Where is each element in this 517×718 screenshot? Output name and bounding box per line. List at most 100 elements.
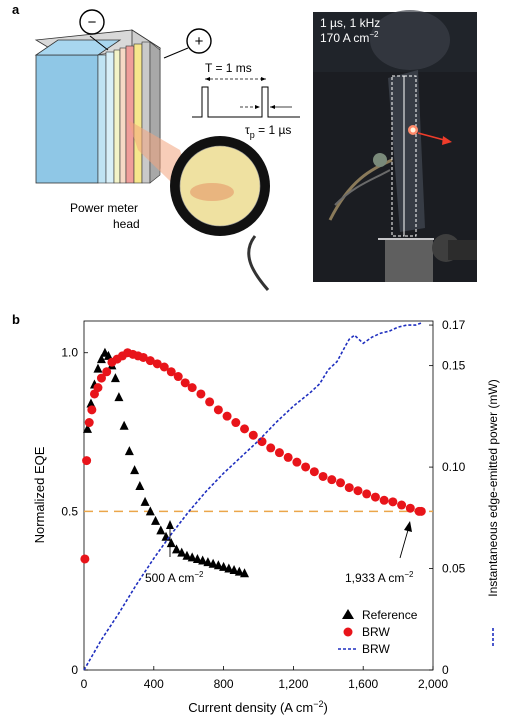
brw-eqe-point [231, 418, 241, 428]
annotation-1933-arrowhead [404, 521, 412, 532]
reference-point [240, 568, 250, 578]
annotation-1933-sup: −2 [404, 570, 414, 579]
brw-eqe-point [152, 359, 162, 369]
brw-eqe-point [248, 430, 258, 440]
y-tick-label: 0.5 [61, 504, 78, 518]
tau-symbol: τ [245, 123, 250, 137]
legend-brw-eqe-label: BRW [362, 625, 390, 639]
annotation-500: 500 A cm−2 [145, 520, 204, 585]
brw-eqe-point [327, 475, 337, 485]
annotation-1933-text: 1,933 A cm−2 [345, 570, 414, 585]
brw-eqe-point [318, 471, 328, 481]
reference-point [203, 557, 213, 567]
reference-point [96, 354, 106, 364]
y2-tick-label: 0.15 [442, 359, 466, 373]
brw-eqe-point [138, 352, 148, 362]
panel-b-label: b [12, 312, 20, 327]
reference-point [213, 560, 223, 570]
brw-eqe-point [344, 483, 354, 493]
pulse-train: T = 1 ms τp = 1 µs [192, 61, 300, 140]
brw-eqe-point [173, 372, 183, 382]
x-tick-label: 400 [144, 677, 164, 691]
device-schematic [34, 29, 200, 210]
brw-eqe-point [196, 389, 206, 399]
plus-symbol: + [195, 33, 204, 50]
reference-point [130, 465, 140, 475]
reference-point [110, 373, 120, 383]
power-meter-head: Power meter head [70, 136, 270, 291]
reference-point [93, 363, 103, 373]
power-curve [83, 322, 422, 671]
reference-point [219, 561, 229, 571]
photo-condition-line2: 170 A cm−2 [320, 30, 379, 45]
legend-brw-power-label: BRW [362, 642, 390, 656]
brw-eqe-point [266, 443, 276, 453]
y-axis-ticks: 0 0.5 1.0 [61, 346, 88, 677]
y2-tick-label: 0.17 [442, 318, 466, 332]
brw-eqe-point [205, 397, 215, 407]
minus-symbol: − [88, 14, 97, 31]
brw-eqe-point [397, 500, 407, 510]
brw-eqe-point [309, 467, 319, 477]
brw-eqe-point [222, 411, 232, 421]
legend-reference-label: Reference [362, 608, 418, 622]
y-tick-label: 1.0 [61, 346, 78, 360]
y2-axis-label: Instantaneous edge-emitted power (mW) [486, 379, 500, 596]
reference-point [119, 420, 129, 430]
period-label: T = 1 ms [205, 61, 252, 75]
brw-eqe-point [159, 362, 169, 372]
brw-eqe-point [213, 405, 223, 415]
photo-current-density-sup: −2 [369, 30, 379, 39]
brw-eqe-point [82, 456, 92, 466]
y2-tick-label: 0.10 [442, 460, 466, 474]
plot-frame [83, 320, 434, 671]
reference-point [140, 496, 150, 506]
reference-point [103, 350, 113, 360]
annotation-500-sup: −2 [194, 570, 204, 579]
brw-eqe-point [180, 378, 190, 388]
annotation-500-text: 500 A cm−2 [145, 570, 204, 585]
brw-eqe-point [166, 367, 176, 377]
brw-eqe-point [283, 452, 293, 462]
reference-point [156, 525, 166, 535]
brw-eqe-point [416, 506, 426, 516]
x-tick-label: 1,200 [278, 677, 308, 691]
reference-point [192, 553, 202, 563]
reference-point [151, 515, 161, 525]
y-axis-label: Normalized EQE [32, 446, 47, 543]
brw-eqe-point [145, 356, 155, 366]
y-tick-label: 0 [71, 663, 78, 677]
brw-eqe-point [80, 554, 90, 564]
photo-condition-line1: 1 µs, 1 kHz [320, 16, 380, 30]
legend-reference-marker [342, 609, 354, 619]
minus-terminal-circle [79, 9, 105, 35]
x-tick-label: 0 [81, 677, 88, 691]
eqe-chart: 0 400 800 1,200 1,600 2,000 0 0.5 1.0 0 0.05 0.10… [32, 318, 500, 715]
brw-eqe-point [84, 418, 94, 428]
reference-point [177, 547, 187, 557]
reference-point [229, 565, 239, 575]
series-1-brw [80, 348, 426, 564]
x-tick-label: 800 [214, 677, 234, 691]
series-2-brw [83, 322, 422, 671]
brw-eqe-point [102, 367, 112, 377]
pulse-width-label: τp = 1 µs [245, 123, 291, 140]
annotation-1933-label: 1,933 A cm [345, 571, 404, 585]
legend-brw-eqe-marker [343, 627, 353, 637]
reference-point [145, 506, 155, 516]
x-axis-ticks: 0 400 800 1,200 1,600 2,000 [81, 666, 448, 691]
y2-tick-label: 0 [442, 663, 449, 677]
reference-point [82, 423, 92, 433]
reference-point [124, 446, 134, 456]
brw-eqe-point [96, 373, 106, 383]
brw-eqe-point [353, 486, 363, 496]
x-tick-label: 2,000 [418, 677, 448, 691]
brw-eqe-point [362, 489, 372, 499]
photo-current-density: 170 A cm [320, 31, 369, 45]
x-axis-label-end: ) [323, 700, 327, 715]
legend: Reference BRW BRW [338, 608, 418, 656]
device-photo: 1 µs, 1 kHz 170 A cm−2 [313, 10, 477, 282]
plus-terminal-circle [186, 28, 212, 54]
meter-label-line1: Power meter [70, 201, 138, 215]
